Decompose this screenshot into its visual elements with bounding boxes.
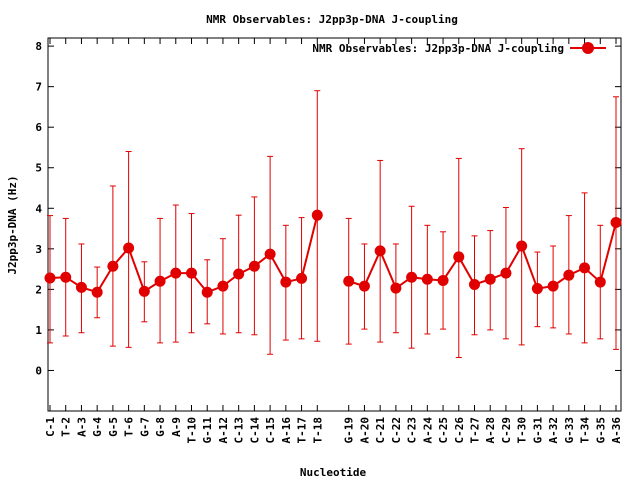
- x-tick-label: C-26: [453, 417, 466, 444]
- data-point: [248, 260, 260, 272]
- data-point: [280, 276, 292, 288]
- y-tick-label: 7: [35, 81, 42, 94]
- x-axis: C-1 T-2 A-3 G-4 G-5 T-6 G-7 G-8 A-9 T-10 G-11 A-12 C…: [44, 38, 623, 444]
- y-tick-label: 3: [35, 243, 42, 256]
- x-tick-label: T-10: [186, 417, 199, 444]
- data-point: [358, 280, 370, 292]
- data-point: [60, 271, 72, 283]
- x-tick-label: A-12: [217, 417, 230, 444]
- x-tick-label: A-20: [358, 417, 371, 444]
- data-point: [594, 276, 606, 288]
- data-point: [610, 216, 622, 228]
- x-tick-label: G-7: [138, 417, 151, 437]
- x-tick-label: C-14: [248, 417, 261, 444]
- data-point: [484, 273, 496, 285]
- x-tick-label: C-15: [264, 417, 277, 444]
- x-tick-label: T-17: [296, 417, 309, 444]
- legend-marker: [582, 42, 594, 54]
- x-tick-label: C-25: [437, 417, 450, 444]
- data-point: [91, 286, 103, 298]
- x-tick-label: T-27: [469, 417, 482, 444]
- data-point: [201, 286, 213, 298]
- x-axis-label: Nucleotide: [300, 466, 367, 479]
- x-tick-label: G-4: [91, 417, 104, 437]
- data-point: [421, 273, 433, 285]
- y-axis-label: J2pp3p-DNA (Hz): [6, 175, 19, 274]
- data-point: [406, 271, 418, 283]
- series-line: [348, 222, 617, 290]
- x-tick-label: G-33: [563, 417, 576, 444]
- data-point: [186, 267, 197, 279]
- y-tick-label: 1: [35, 324, 42, 337]
- data-point: [343, 275, 355, 287]
- x-tick-label: T-2: [60, 417, 73, 437]
- data-point: [516, 240, 528, 252]
- series-layer: [44, 90, 622, 358]
- x-tick-label: T-6: [123, 417, 136, 437]
- x-tick-label: A-32: [547, 417, 560, 444]
- y-tick-label: 4: [35, 202, 42, 215]
- chart-title: NMR Observables: J2pp3p-DNA J-coupling: [206, 13, 458, 26]
- data-point: [44, 272, 56, 284]
- data-point: [107, 260, 119, 272]
- data-point: [311, 209, 323, 221]
- data-point: [579, 262, 591, 274]
- data-point: [390, 282, 402, 294]
- x-tick-label: C-23: [406, 417, 419, 444]
- data-point: [264, 248, 276, 260]
- y-axis: 0 1 2 3 4 5 6 7 8: [35, 40, 621, 377]
- legend: NMR Observables: J2pp3p-DNA J-coupling: [312, 42, 606, 55]
- x-tick-label: G-31: [531, 417, 544, 444]
- data-point: [217, 280, 229, 292]
- x-tick-label: C-13: [233, 417, 246, 444]
- data-point: [170, 267, 182, 279]
- x-tick-label: C-1: [44, 417, 57, 437]
- data-point: [374, 245, 386, 257]
- data-point: [453, 251, 465, 263]
- data-point: [123, 242, 135, 254]
- x-tick-label: T-34: [579, 417, 592, 444]
- x-tick-label: T-30: [516, 417, 529, 444]
- y-tick-label: 5: [35, 162, 42, 175]
- x-tick-label: A-3: [75, 417, 88, 437]
- x-tick-label: G-35: [594, 417, 607, 444]
- data-point: [547, 280, 559, 292]
- data-point: [531, 283, 543, 295]
- data-point: [233, 268, 245, 280]
- data-point: [138, 285, 150, 297]
- data-point: [154, 275, 166, 287]
- data-point: [500, 267, 512, 279]
- data-point: [563, 269, 575, 281]
- y-tick-label: 0: [35, 364, 42, 377]
- x-tick-label: A-24: [421, 417, 434, 444]
- legend-label: NMR Observables: J2pp3p-DNA J-coupling: [312, 42, 564, 55]
- data-point: [469, 279, 480, 291]
- plot-frame: [47, 37, 622, 412]
- data-point: [75, 281, 87, 293]
- y-tick-label: 6: [35, 121, 42, 134]
- x-tick-label: C-21: [374, 417, 387, 444]
- y-tick-label: 2: [35, 283, 42, 296]
- x-tick-label: G-11: [201, 417, 214, 444]
- x-tick-label: G-19: [343, 417, 356, 444]
- data-point: [296, 272, 308, 284]
- x-tick-label: T-18: [311, 417, 324, 444]
- x-tick-label: G-5: [107, 417, 120, 437]
- x-tick-label: C-29: [500, 417, 513, 444]
- x-tick-label: C-22: [390, 417, 403, 444]
- data-point: [437, 274, 449, 286]
- x-tick-label: A-28: [484, 417, 497, 444]
- y-tick-label: 8: [35, 40, 42, 53]
- x-tick-label: A-9: [170, 417, 183, 437]
- x-tick-label: A-36: [610, 417, 623, 444]
- x-tick-label: A-16: [280, 417, 293, 444]
- series-line: [49, 214, 319, 294]
- x-tick-label: G-8: [154, 417, 167, 437]
